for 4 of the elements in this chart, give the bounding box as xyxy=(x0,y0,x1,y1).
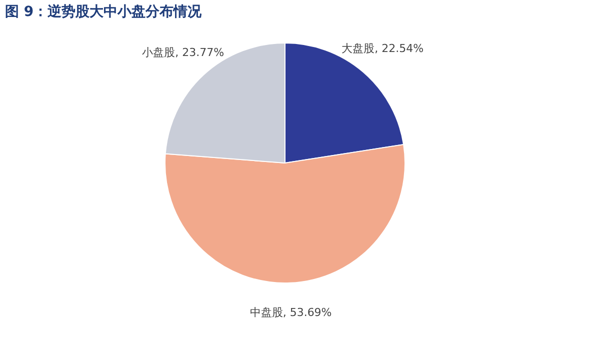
slice-label: 大盘股, 22.54% xyxy=(342,42,424,56)
chart-title: 图 9：逆势股大中小盘分布情况 xyxy=(5,3,203,20)
slice-label: 小盘股, 23.77% xyxy=(142,46,224,59)
slice-label: 中盘股, 53.69% xyxy=(250,306,332,319)
